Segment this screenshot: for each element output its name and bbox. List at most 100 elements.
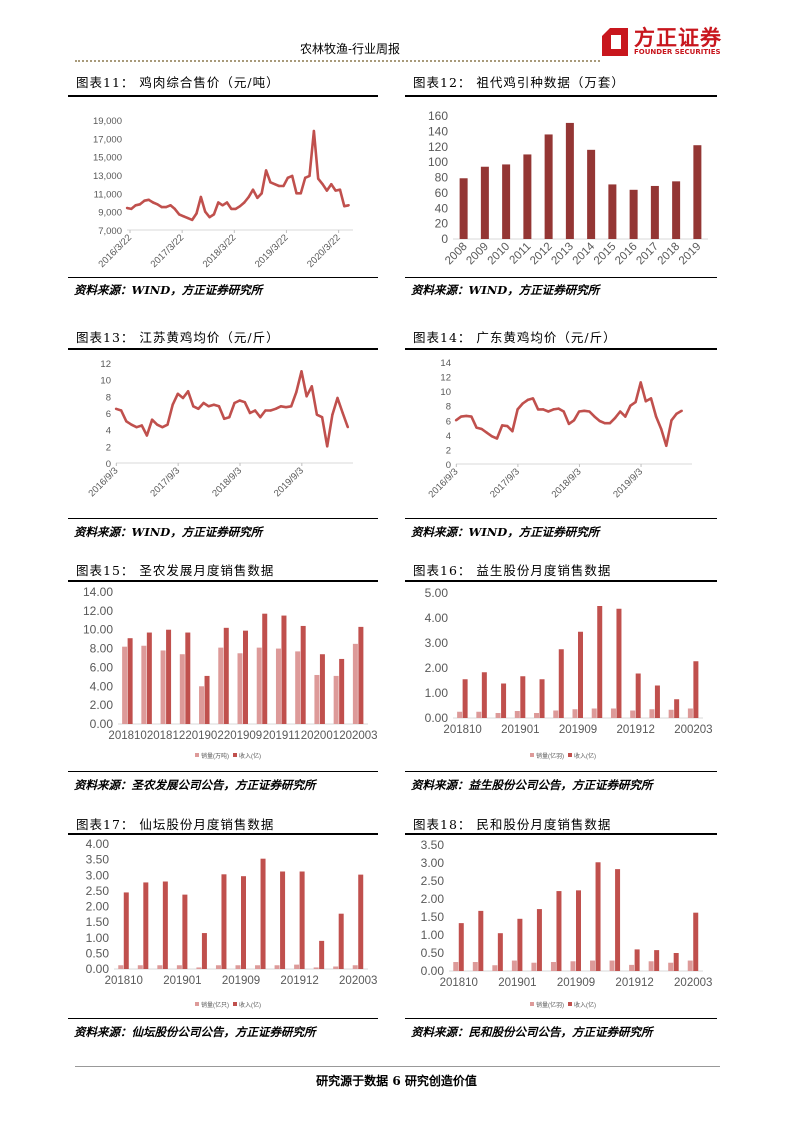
sales-bar bbox=[668, 962, 674, 971]
y-tick-label: 0.50 bbox=[86, 946, 110, 960]
revenue-bar bbox=[243, 630, 248, 724]
legend-swatch bbox=[233, 1002, 237, 1006]
data-point bbox=[312, 129, 316, 133]
revenue-bar bbox=[241, 876, 246, 969]
data-point bbox=[577, 410, 581, 413]
data-point bbox=[598, 419, 601, 423]
sales-bar bbox=[333, 966, 339, 969]
revenue-bar bbox=[654, 950, 660, 971]
data-point bbox=[343, 204, 346, 208]
data-point bbox=[190, 218, 194, 222]
data-point bbox=[202, 401, 205, 405]
x-tick-label: 201909 bbox=[557, 977, 595, 989]
x-tick-label: 200203 bbox=[674, 724, 712, 736]
revenue-bar bbox=[358, 874, 364, 969]
data-point bbox=[192, 405, 195, 408]
sales-bar bbox=[668, 709, 674, 718]
data-point bbox=[253, 409, 257, 412]
legend-label: 销量(亿羽) bbox=[536, 1001, 564, 1009]
y-tick-label: 9,000 bbox=[98, 208, 122, 219]
sales-bar bbox=[476, 711, 482, 718]
data-point bbox=[454, 419, 458, 422]
revenue-bar bbox=[616, 608, 622, 718]
y-tick-label: 0 bbox=[106, 459, 111, 470]
sales-bar bbox=[453, 962, 459, 971]
bar bbox=[672, 181, 681, 239]
y-tick-label: 1.00 bbox=[421, 928, 445, 942]
revenue-bar bbox=[635, 673, 641, 718]
data-point bbox=[295, 390, 298, 394]
sales-bar bbox=[649, 709, 655, 718]
x-tick-label: 2016/3/22 bbox=[96, 232, 134, 270]
figure-bottom-rule bbox=[405, 518, 717, 519]
data-point bbox=[247, 195, 250, 199]
sales-bar bbox=[314, 674, 320, 724]
y-tick-label: 2.00 bbox=[421, 892, 445, 906]
data-point bbox=[160, 205, 163, 209]
revenue-bar bbox=[673, 953, 679, 971]
data-point bbox=[325, 189, 329, 192]
data-point bbox=[173, 207, 177, 211]
data-point bbox=[222, 417, 226, 421]
revenue-bar bbox=[458, 923, 464, 971]
y-tick-label: 0.50 bbox=[421, 946, 445, 960]
x-tick-label: 2016/9/3 bbox=[87, 465, 121, 499]
revenue-bar bbox=[339, 658, 345, 724]
sales-bar bbox=[160, 650, 166, 724]
footer-slogan: 研究源于数据 6 研究创造价值 bbox=[316, 1074, 477, 1088]
revenue-bar bbox=[338, 913, 344, 969]
x-tick-label: 201912 bbox=[615, 977, 653, 989]
x-tick-label: 201902 bbox=[185, 730, 223, 742]
x-tick-label: 202003 bbox=[674, 977, 712, 989]
data-point bbox=[644, 400, 648, 403]
revenue-bar bbox=[595, 862, 601, 971]
legend-label: 销量(亿只) bbox=[201, 1001, 229, 1009]
data-point bbox=[264, 409, 267, 412]
data-point bbox=[341, 411, 344, 415]
bar bbox=[629, 189, 638, 239]
sales-bar bbox=[118, 965, 124, 969]
data-point bbox=[593, 415, 596, 418]
bar bbox=[544, 134, 553, 239]
figure-source: 资料来源：益生股份公司公告，方正证券研究所 bbox=[411, 778, 653, 792]
data-point bbox=[248, 411, 252, 415]
data-point bbox=[195, 212, 198, 215]
sales-bar bbox=[215, 965, 221, 969]
revenue-bar bbox=[358, 626, 364, 724]
y-tick-label: 19,000 bbox=[93, 116, 122, 127]
y-tick-label: 6 bbox=[446, 416, 451, 427]
legend-swatch bbox=[530, 1002, 534, 1006]
x-tick-label: 201912 bbox=[280, 975, 318, 987]
x-tick-label: 2017/3/22 bbox=[149, 232, 187, 270]
y-tick-label: 10.00 bbox=[83, 623, 113, 637]
data-point bbox=[290, 174, 294, 178]
y-tick-label: 6.00 bbox=[90, 660, 114, 674]
sales-bar bbox=[591, 708, 597, 718]
data-point bbox=[618, 410, 622, 413]
figure-bottom-rule bbox=[405, 277, 717, 278]
sales-bar bbox=[256, 647, 262, 724]
figure-title: 图表11： 鸡肉综合售价（元/吨） bbox=[76, 75, 280, 90]
x-tick-label: 2014 bbox=[571, 240, 598, 267]
figure-source: 资料来源：仙坛股份公司公告，方正证券研究所 bbox=[74, 1025, 316, 1039]
revenue-bar bbox=[201, 933, 207, 969]
data-point bbox=[639, 381, 642, 384]
data-point bbox=[338, 188, 342, 191]
data-point bbox=[197, 407, 200, 411]
revenue-bar bbox=[143, 882, 149, 969]
y-tick-label: 4 bbox=[106, 426, 111, 437]
revenue-bar bbox=[300, 625, 306, 724]
y-tick-label: 80 bbox=[435, 171, 449, 185]
x-tick-label: 201909 bbox=[224, 730, 262, 742]
data-point bbox=[269, 181, 272, 184]
revenue-bar bbox=[281, 615, 287, 724]
x-tick-label: 201909 bbox=[559, 724, 597, 736]
data-point bbox=[217, 405, 221, 408]
y-tick-label: 120 bbox=[428, 140, 448, 154]
x-tick-label: 2012 bbox=[528, 241, 555, 268]
sales-bar bbox=[235, 965, 241, 969]
x-tick-label: 2016 bbox=[613, 241, 640, 268]
data-point bbox=[181, 396, 185, 400]
data-point bbox=[289, 405, 293, 408]
chart-17: 0.00 0.501.00 1.502.00 2.50 3.003.50 4.00 2018… bbox=[86, 837, 378, 1009]
